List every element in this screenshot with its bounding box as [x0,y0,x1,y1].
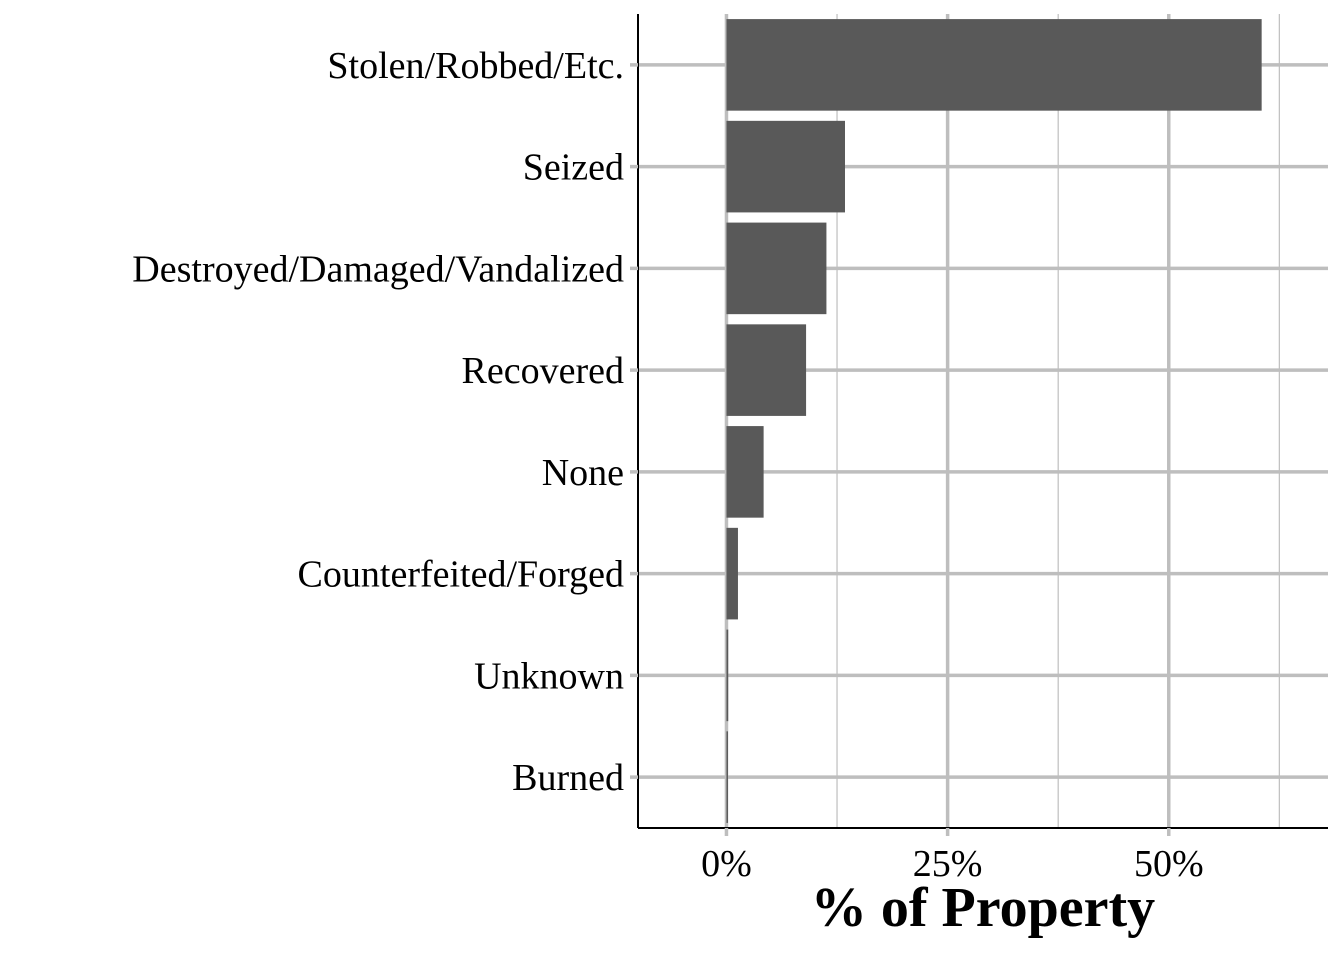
bar [726,324,807,416]
y-tick-label: Unknown [474,655,624,697]
x-tick-label: 0% [701,843,752,885]
bar [726,426,764,518]
bar-layer [726,19,1262,823]
y-tick-label: Burned [512,757,624,799]
x-axis-title: % of Property [811,877,1155,939]
axis-layer [630,14,1328,836]
bar [726,731,728,823]
label-layer: Stolen/Robbed/Etc. Seized Destroyed/Damage… [132,45,1203,885]
y-tick-label: Recovered [462,350,624,392]
y-tick-label: Stolen/Robbed/Etc. [327,45,624,87]
y-tick-label: Seized [523,147,624,189]
bar [726,629,729,722]
bar [726,222,827,315]
y-tick-label: Destroyed/Damaged/Vandalized [132,248,624,290]
bar [726,527,738,620]
x-tick-label: 50% [1134,843,1204,885]
x-tick-label: 25% [913,843,983,885]
bar [726,120,845,213]
bar [726,19,1262,111]
y-tick-label: None [542,452,624,494]
y-tick-label: Counterfeited/Forged [298,554,624,596]
